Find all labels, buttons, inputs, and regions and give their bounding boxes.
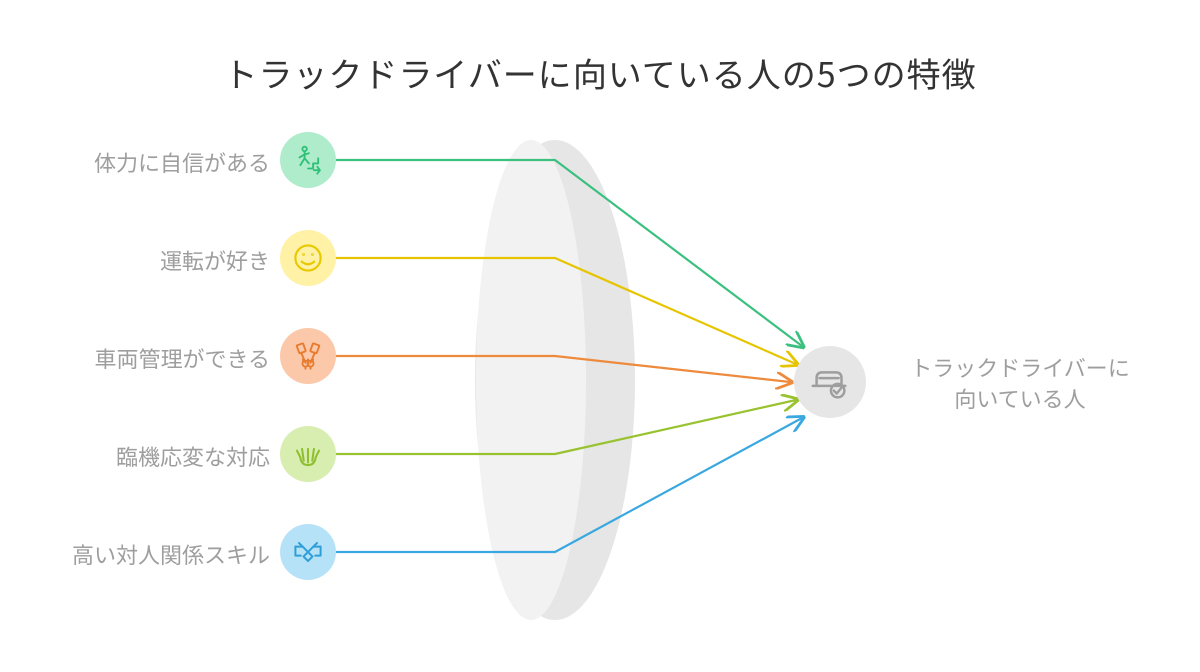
stairs-icon (280, 132, 336, 188)
result-label: トラックドライバーに 向いている人 (880, 352, 1160, 414)
diagram-canvas (0, 0, 1200, 672)
item-label-4: 高い対人関係スキル (40, 540, 270, 569)
handshake-icon (280, 524, 336, 580)
smile-icon (280, 230, 336, 286)
result-label-line2: 向いている人 (954, 382, 1085, 414)
item-label-0: 体力に自信がある (40, 148, 270, 177)
item-label-1: 運転が好き (40, 246, 270, 275)
hand-icon (280, 426, 336, 482)
pistons-icon (280, 328, 336, 384)
item-label-3: 臨機応変な対応 (40, 442, 270, 471)
truck-check-icon (794, 346, 866, 418)
item-label-2: 車両管理ができる (40, 344, 270, 373)
result-label-line1: トラックドライバーに (910, 351, 1130, 383)
